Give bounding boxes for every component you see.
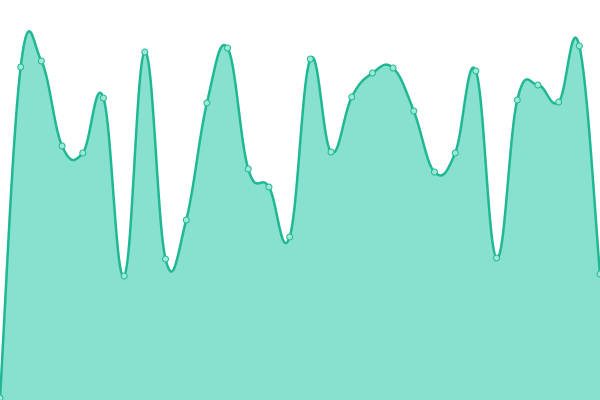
data-point <box>58 142 66 150</box>
data-point <box>472 67 480 75</box>
data-point <box>265 183 273 191</box>
data-point <box>37 57 45 65</box>
data-point <box>99 94 107 102</box>
data-point <box>596 270 600 278</box>
data-point <box>182 216 190 224</box>
data-point <box>244 165 252 173</box>
data-point <box>555 98 563 106</box>
data-point <box>493 254 501 262</box>
area-line <box>0 30 600 399</box>
data-point <box>534 81 542 89</box>
data-point <box>575 42 583 50</box>
data-point <box>79 149 87 157</box>
area-fill <box>0 31 600 400</box>
data-point <box>348 93 356 101</box>
data-point <box>286 233 294 241</box>
data-point <box>389 64 397 72</box>
data-point <box>306 55 314 63</box>
data-point <box>410 107 418 115</box>
data-point <box>430 168 438 176</box>
data-point <box>224 44 232 52</box>
data-point <box>0 394 4 400</box>
data-point <box>120 272 128 280</box>
data-point <box>203 99 211 107</box>
data-point <box>162 255 170 263</box>
data-point <box>17 63 25 71</box>
data-point <box>141 48 149 56</box>
data-point <box>513 96 521 104</box>
data-point <box>451 149 459 157</box>
data-point <box>327 148 335 156</box>
data-point <box>368 69 376 77</box>
